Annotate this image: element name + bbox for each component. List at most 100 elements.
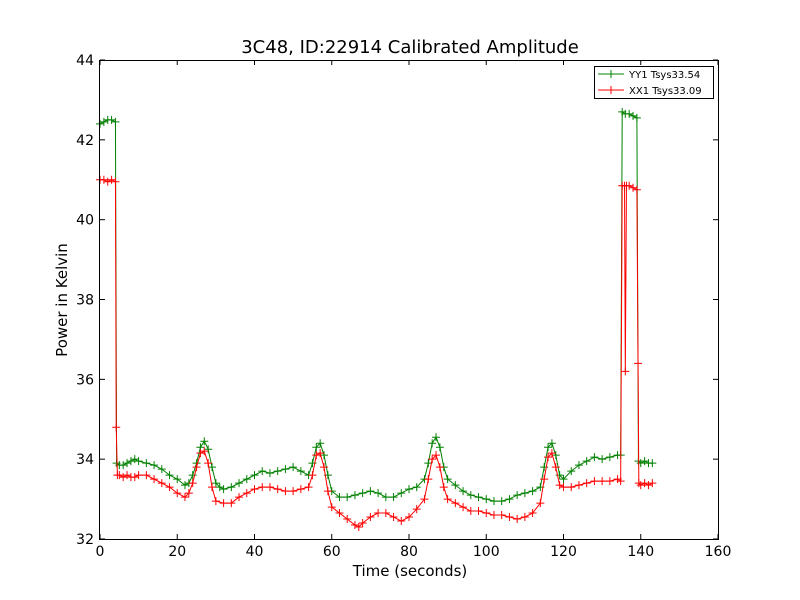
data-point bbox=[308, 471, 317, 480]
legend-entry: XX1 Tsys33.09 bbox=[598, 86, 702, 97]
data-point bbox=[165, 483, 174, 492]
x-tick-label: 120 bbox=[550, 544, 577, 560]
data-point bbox=[320, 463, 329, 472]
data-point bbox=[204, 445, 213, 454]
data-point bbox=[632, 113, 641, 122]
data-point bbox=[459, 503, 468, 512]
data-point bbox=[258, 483, 267, 492]
x-axis-label: Time (seconds) bbox=[352, 562, 468, 580]
data-point bbox=[281, 465, 290, 474]
x-tick-label: 100 bbox=[473, 544, 500, 560]
data-point bbox=[644, 481, 653, 490]
legend-marker bbox=[607, 86, 615, 94]
data-point bbox=[289, 463, 298, 472]
data-point bbox=[435, 443, 444, 452]
data-point bbox=[107, 115, 116, 124]
data-point bbox=[107, 175, 116, 184]
y-tick-label: 38 bbox=[76, 293, 94, 309]
y-tick-label: 32 bbox=[76, 532, 94, 548]
data-point bbox=[616, 477, 625, 486]
data-point bbox=[629, 183, 638, 192]
legend-marker bbox=[607, 70, 615, 78]
data-point bbox=[142, 471, 151, 480]
data-point bbox=[134, 471, 143, 480]
data-point bbox=[173, 475, 182, 484]
data-point bbox=[374, 509, 383, 518]
x-tick-label: 80 bbox=[400, 544, 418, 560]
data-point bbox=[582, 457, 591, 466]
data-point bbox=[366, 513, 375, 522]
data-point bbox=[482, 495, 491, 504]
data-point bbox=[165, 471, 174, 480]
data-point bbox=[180, 481, 189, 490]
data-point bbox=[435, 463, 444, 472]
data-point bbox=[466, 507, 475, 516]
data-point bbox=[474, 493, 483, 502]
x-tick-label: 40 bbox=[246, 544, 264, 560]
data-point bbox=[192, 463, 201, 472]
y-tick-label: 36 bbox=[76, 372, 94, 388]
data-point bbox=[273, 485, 282, 494]
data-point bbox=[123, 471, 132, 480]
data-point bbox=[605, 453, 614, 462]
data-point bbox=[634, 359, 643, 368]
data-point bbox=[497, 497, 506, 506]
data-point bbox=[130, 473, 139, 482]
data-point bbox=[208, 463, 217, 472]
data-point bbox=[536, 499, 545, 508]
data-point bbox=[235, 479, 244, 488]
data-point bbox=[296, 485, 305, 494]
data-point bbox=[621, 367, 630, 376]
data-point bbox=[312, 443, 321, 452]
data-point bbox=[497, 511, 506, 520]
data-point bbox=[219, 499, 228, 508]
data-point bbox=[389, 513, 398, 522]
ticks-layer: 0 20 40 60 80 100 120 140 160 32 34 36 38 40 42 44 bbox=[76, 53, 731, 560]
data-point bbox=[126, 457, 135, 466]
data-point bbox=[335, 493, 344, 502]
x-tick-label: 60 bbox=[323, 544, 341, 560]
data-point bbox=[312, 451, 321, 460]
data-point bbox=[590, 453, 599, 462]
data-point bbox=[374, 489, 383, 498]
data-point bbox=[188, 479, 197, 488]
data-point bbox=[412, 483, 421, 492]
data-point bbox=[574, 481, 583, 490]
data-point bbox=[123, 459, 132, 468]
data-point bbox=[196, 449, 205, 458]
data-point bbox=[289, 487, 298, 496]
chart-title: 3C48, ID:22914 Calibrated Amplitude bbox=[241, 37, 579, 58]
data-point bbox=[119, 461, 128, 470]
data-point bbox=[250, 471, 259, 480]
data-point bbox=[520, 489, 529, 498]
data-point bbox=[327, 503, 336, 512]
data-point bbox=[632, 185, 641, 194]
data-point bbox=[389, 493, 398, 502]
series-2 bbox=[96, 175, 657, 532]
data-point bbox=[358, 519, 367, 528]
data-point bbox=[273, 467, 282, 476]
data-point bbox=[215, 483, 224, 492]
data-point bbox=[350, 491, 359, 500]
data-point bbox=[350, 521, 359, 530]
data-point bbox=[157, 479, 166, 488]
data-point bbox=[555, 481, 564, 490]
data-point bbox=[111, 117, 120, 126]
data-point bbox=[459, 487, 468, 496]
data-point bbox=[474, 507, 483, 516]
data-point bbox=[157, 465, 166, 474]
data-point bbox=[551, 463, 560, 472]
data-point bbox=[343, 515, 352, 524]
data-point bbox=[397, 517, 406, 526]
legend-entry: YY1 Tsys33.54 bbox=[598, 70, 700, 81]
data-point bbox=[598, 455, 607, 464]
data-point bbox=[547, 439, 556, 448]
data-point bbox=[636, 481, 645, 490]
legend-label: YY1 Tsys33.54 bbox=[628, 70, 700, 81]
data-point bbox=[134, 457, 143, 466]
data-point bbox=[265, 469, 274, 478]
data-point bbox=[323, 487, 332, 496]
y-tick-label: 40 bbox=[76, 213, 94, 229]
data-point bbox=[648, 479, 657, 488]
legend: YY1 Tsys33.54 XX1 Tsys33.09 bbox=[594, 66, 714, 99]
